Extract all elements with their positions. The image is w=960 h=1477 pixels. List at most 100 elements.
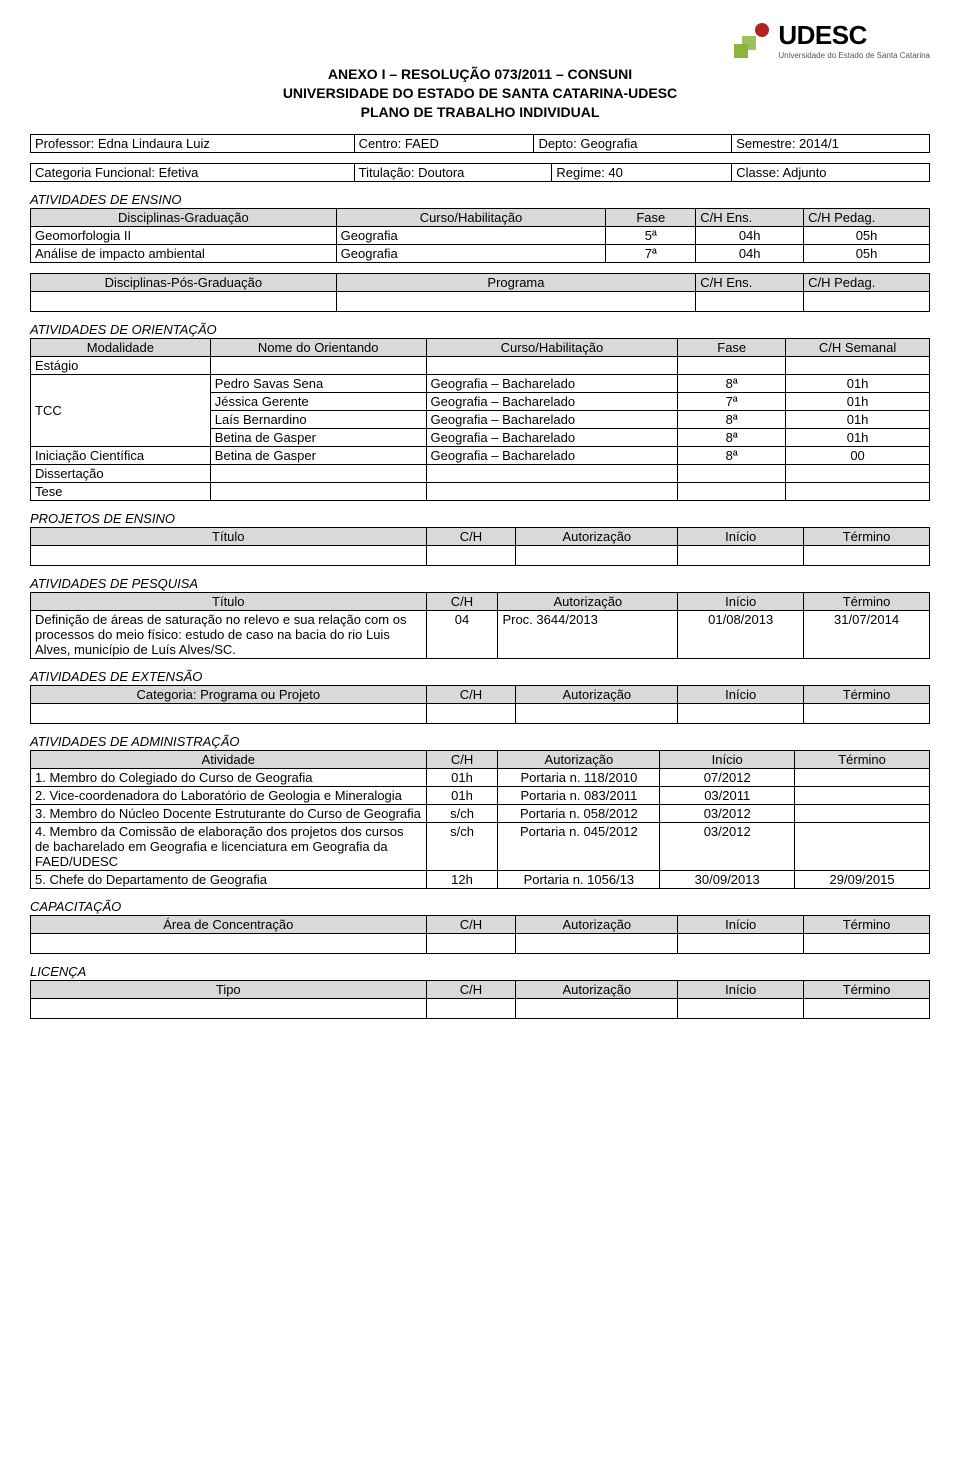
table-row: 1. Membro do Colegiado do Curso de Geogr… xyxy=(31,768,930,786)
table-cell: 30/09/2013 xyxy=(660,870,795,888)
table-cell: 2. Vice-coordenadora do Laboratório de G… xyxy=(31,786,427,804)
pos-h2: C/H Ens. xyxy=(696,273,804,291)
table-cell: Geografia – Bacharelado xyxy=(426,410,678,428)
table-cell: Portaria n. 058/2012 xyxy=(498,804,660,822)
pq-h0: Título xyxy=(31,592,427,610)
cp-h1: C/H xyxy=(426,915,516,933)
pos-h0: Disciplinas-Pós-Graduação xyxy=(31,273,337,291)
table-cell: Portaria n. 045/2012 xyxy=(498,822,660,870)
table-cell xyxy=(795,768,930,786)
table-cell: Laís Bernardino xyxy=(210,410,426,428)
table-cell: 01h xyxy=(786,428,930,446)
ex-h3: Início xyxy=(678,685,804,703)
table-cell: Tese xyxy=(31,482,211,500)
info-table-2: Categoria Funcional: Efetiva Titulação: … xyxy=(30,163,930,182)
ex-h1: C/H xyxy=(426,685,516,703)
projetos-heading: PROJETOS DE ENSINO xyxy=(30,511,930,526)
table-cell: Geografia – Bacharelado xyxy=(426,392,678,410)
table-cell: 01h xyxy=(786,410,930,428)
table-cell: 8ª xyxy=(678,374,786,392)
extensao-table: Categoria: Programa ou Projeto C/H Autor… xyxy=(30,685,930,724)
table-cell xyxy=(426,356,678,374)
admin-heading: ATIVIDADES DE ADMINISTRAÇÃO xyxy=(30,734,930,749)
ad-h1: C/H xyxy=(426,750,498,768)
table-cell xyxy=(795,786,930,804)
table-cell: 03/2012 xyxy=(660,804,795,822)
table-cell: Definição de áreas de saturação no relev… xyxy=(31,610,427,658)
table-cell: 07/2012 xyxy=(660,768,795,786)
table-cell: 05h xyxy=(804,226,930,244)
ex-h4: Término xyxy=(804,685,930,703)
table-cell: s/ch xyxy=(426,822,498,870)
table-cell: 04h xyxy=(696,244,804,262)
cp-h3: Início xyxy=(678,915,804,933)
header-logo-row: UDESC Universidade do Estado de Santa Ca… xyxy=(30,20,930,60)
table-cell: 3. Membro do Núcleo Docente Estruturante… xyxy=(31,804,427,822)
pos-h1: Programa xyxy=(336,273,696,291)
lc-h1: C/H xyxy=(426,980,516,998)
lc-h2: Autorização xyxy=(516,980,678,998)
ad-h4: Término xyxy=(795,750,930,768)
table-cell: Jéssica Gerente xyxy=(210,392,426,410)
semestre-cell: Semestre: 2014/1 xyxy=(732,134,930,152)
orientacao-table: Modalidade Nome do Orientando Curso/Habi… xyxy=(30,338,930,501)
table-cell: Estágio xyxy=(31,356,211,374)
table-cell: 8ª xyxy=(678,428,786,446)
table-row: Estágio xyxy=(31,356,930,374)
pe-h2: Autorização xyxy=(516,527,678,545)
classe-cell: Classe: Adjunto xyxy=(732,163,930,181)
grad-h1: Curso/Habilitação xyxy=(336,208,606,226)
ensino-grad-table: Disciplinas-Graduação Curso/Habilitação … xyxy=(30,208,930,263)
table-cell xyxy=(795,822,930,870)
ad-h2: Autorização xyxy=(498,750,660,768)
extensao-heading: ATIVIDADES DE EXTENSÃO xyxy=(30,669,930,684)
document-title: ANEXO I – RESOLUÇÃO 073/2011 – CONSUNI U… xyxy=(30,65,930,122)
table-cell: 01h xyxy=(786,392,930,410)
table-cell: Portaria n. 1056/13 xyxy=(498,870,660,888)
table-row: Definição de áreas de saturação no relev… xyxy=(31,610,930,658)
pe-h4: Término xyxy=(804,527,930,545)
ori-h1: Nome do Orientando xyxy=(210,338,426,356)
table-row: 5. Chefe do Departamento de Geografia12h… xyxy=(31,870,930,888)
table-cell: 8ª xyxy=(678,446,786,464)
table-cell: 5ª xyxy=(606,226,696,244)
grad-h2: Fase xyxy=(606,208,696,226)
table-cell: Betina de Gasper xyxy=(210,446,426,464)
logo-subtitle: Universidade do Estado de Santa Catarina xyxy=(778,51,930,60)
table-row: 3. Membro do Núcleo Docente Estruturante… xyxy=(31,804,930,822)
depto-cell: Depto: Geografia xyxy=(534,134,732,152)
table-cell: 1. Membro do Colegiado do Curso de Geogr… xyxy=(31,768,427,786)
cp-h2: Autorização xyxy=(516,915,678,933)
pq-h1: C/H xyxy=(426,592,498,610)
table-cell: Geografia – Bacharelado xyxy=(426,428,678,446)
table-cell xyxy=(786,464,930,482)
table-cell: 7ª xyxy=(678,392,786,410)
pq-h3: Início xyxy=(678,592,804,610)
table-cell: Análise de impacto ambiental xyxy=(31,244,337,262)
ori-h0: Modalidade xyxy=(31,338,211,356)
licenca-heading: LICENÇA xyxy=(30,964,930,979)
pesquisa-heading: ATIVIDADES DE PESQUISA xyxy=(30,576,930,591)
table-cell: Iniciação Científica xyxy=(31,446,211,464)
title-line-1: ANEXO I – RESOLUÇÃO 073/2011 – CONSUNI xyxy=(30,65,930,84)
table-cell: 03/2012 xyxy=(660,822,795,870)
pesquisa-table: Título C/H Autorização Início Término De… xyxy=(30,592,930,659)
orientacao-heading: ATIVIDADES DE ORIENTAÇÃO xyxy=(30,322,930,337)
table-cell: Betina de Gasper xyxy=(210,428,426,446)
table-cell xyxy=(426,464,678,482)
table-cell: Geografia xyxy=(336,244,606,262)
table-cell: 5. Chefe do Departamento de Geografia xyxy=(31,870,427,888)
table-cell: TCC xyxy=(31,374,211,446)
table-cell xyxy=(210,464,426,482)
table-cell: 01h xyxy=(786,374,930,392)
table-cell: 4. Membro da Comissão de elaboração dos … xyxy=(31,822,427,870)
table-cell: 03/2011 xyxy=(660,786,795,804)
table-cell: Geografia – Bacharelado xyxy=(426,374,678,392)
ensino-pos-table: Disciplinas-Pós-Graduação Programa C/H E… xyxy=(30,273,930,312)
pq-h2: Autorização xyxy=(498,592,678,610)
table-row: Tese xyxy=(31,482,930,500)
table-cell: 7ª xyxy=(606,244,696,262)
ad-h0: Atividade xyxy=(31,750,427,768)
title-line-2: UNIVERSIDADE DO ESTADO DE SANTA CATARINA… xyxy=(30,84,930,103)
udesc-logo: UDESC Universidade do Estado de Santa Ca… xyxy=(732,20,930,60)
